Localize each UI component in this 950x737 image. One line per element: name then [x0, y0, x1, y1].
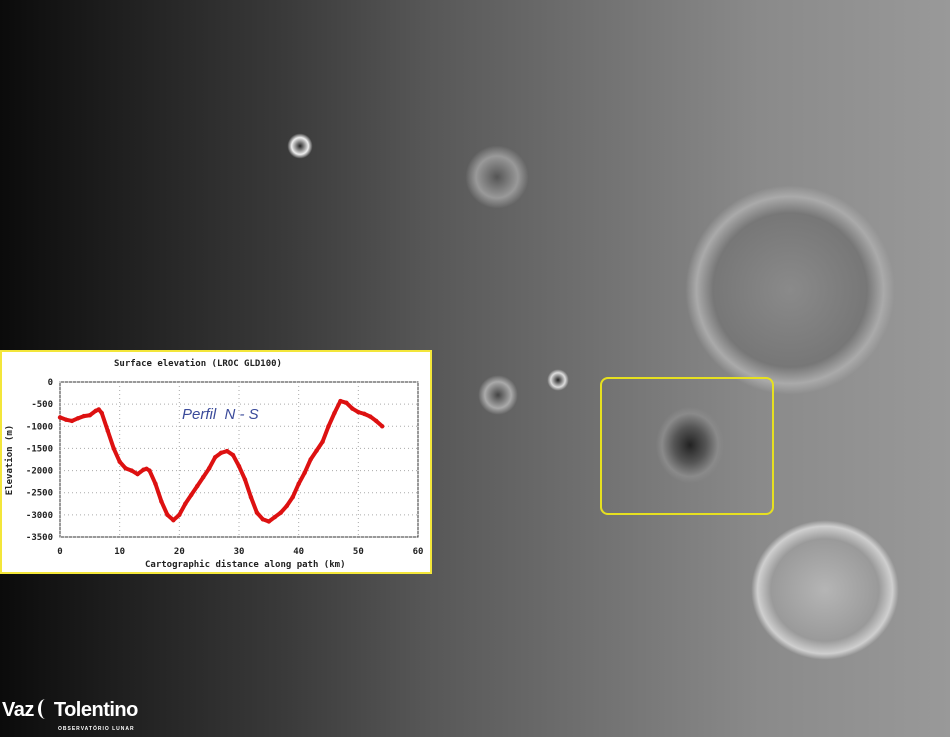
data-point — [147, 468, 152, 473]
data-point — [87, 413, 93, 418]
data-point — [284, 503, 289, 509]
data-point — [177, 512, 182, 518]
y-tick-label: -2500 — [26, 489, 53, 499]
y-axis-label: Elevation (m) — [4, 425, 15, 495]
logo: Vaz Tolentino — [2, 698, 138, 722]
data-point — [183, 501, 188, 506]
y-tick-label: 0 — [48, 378, 53, 388]
y-tick-label: -1500 — [26, 444, 53, 454]
data-point — [356, 409, 361, 415]
x-tick-label: 60 — [413, 547, 424, 557]
data-point — [75, 416, 81, 421]
x-tick-label: 50 — [353, 547, 364, 557]
data-point — [63, 417, 69, 422]
logo-text-left: Vaz — [2, 699, 34, 721]
data-point — [308, 457, 313, 462]
data-point — [380, 424, 385, 429]
x-tick-label: 30 — [234, 547, 245, 557]
logo-text-right: Tolentino — [53, 699, 139, 721]
data-point — [212, 455, 218, 460]
elevation-profile-chart: Surface elevation (LROC GLD100) Cartogra… — [0, 350, 432, 574]
data-point — [135, 471, 140, 477]
data-point — [350, 406, 355, 411]
data-point — [254, 510, 260, 515]
data-point — [296, 481, 301, 487]
x-tick-label: 0 — [57, 547, 62, 557]
data-point — [201, 475, 206, 480]
data-point — [302, 470, 307, 475]
profile-annotation: Perfil N - S — [182, 406, 259, 423]
data-point — [96, 407, 101, 412]
crescent-moon-icon — [37, 699, 53, 719]
data-point — [57, 415, 63, 420]
data-point — [99, 410, 104, 416]
data-point — [123, 466, 128, 471]
data-point — [248, 494, 254, 500]
data-point — [117, 459, 122, 464]
x-tick-label: 20 — [174, 547, 185, 557]
data-point — [230, 452, 236, 458]
data-point — [69, 418, 75, 424]
y-tick-label: -3000 — [26, 511, 53, 521]
data-point — [171, 517, 176, 523]
data-point — [332, 410, 337, 416]
data-point — [189, 492, 194, 498]
data-point — [224, 448, 230, 454]
y-tick-label: -2000 — [26, 467, 53, 477]
data-point — [344, 400, 349, 406]
data-point — [272, 514, 277, 520]
data-point — [81, 413, 87, 419]
data-point — [314, 448, 319, 453]
data-point — [165, 512, 170, 518]
data-point — [242, 477, 248, 482]
data-point — [374, 418, 379, 424]
data-point — [368, 414, 373, 419]
chart-title: Surface elevation (LROC GLD100) — [114, 358, 282, 369]
y-tick-label: -1000 — [26, 422, 53, 432]
data-point — [236, 463, 242, 469]
data-point — [159, 499, 164, 504]
data-point — [338, 398, 343, 404]
logo-subtitle: OBSERVATÓRIO LUNAR — [58, 726, 135, 732]
data-point — [218, 450, 224, 456]
data-point — [153, 481, 158, 487]
x-tick-label: 10 — [114, 547, 125, 557]
data-point — [326, 424, 331, 429]
data-point — [266, 519, 272, 524]
highlighted-crater-box — [600, 377, 774, 515]
data-point — [260, 517, 266, 522]
y-tick-label: -3500 — [26, 533, 53, 543]
data-point — [278, 510, 283, 515]
data-point — [290, 494, 295, 500]
data-point — [111, 446, 116, 451]
data-point — [206, 466, 212, 471]
data-point — [320, 439, 325, 444]
data-point — [129, 468, 134, 473]
x-axis-label: Cartographic distance along path (km) — [145, 559, 345, 570]
data-point — [195, 483, 200, 489]
y-tick-label: -500 — [31, 400, 53, 410]
data-point — [105, 428, 110, 433]
x-tick-label: 40 — [293, 547, 304, 557]
chart-svg: Surface elevation (LROC GLD100) Cartogra… — [4, 358, 424, 570]
data-point — [362, 411, 367, 417]
